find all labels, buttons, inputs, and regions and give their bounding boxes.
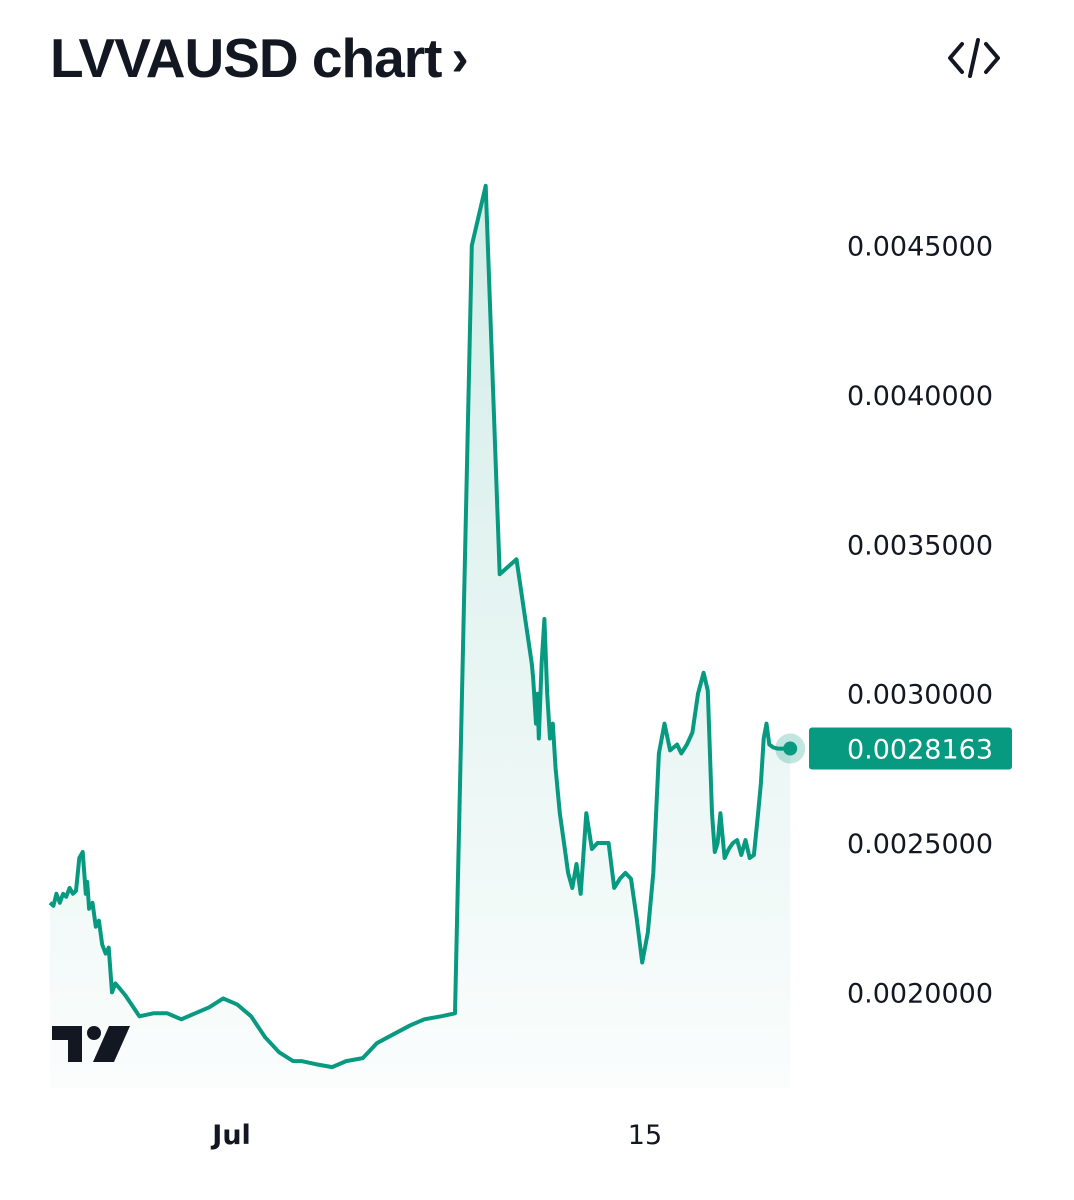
x-axis: Jul 15 [210, 1120, 662, 1151]
tradingview-logo-icon[interactable] [52, 1022, 130, 1064]
chart-header[interactable]: LVVAUSD chart › [50, 26, 469, 90]
y-tick-label: 0.0040000 [847, 381, 993, 412]
price-line-series [48, 183, 791, 1070]
y-tick-label: 0.0035000 [847, 530, 993, 561]
code-embed-icon [948, 38, 1000, 78]
last-price-dot [783, 741, 798, 756]
last-price-label: 0.0028163 [847, 735, 993, 766]
page-title[interactable]: LVVAUSD chart [50, 27, 442, 89]
y-tick-label: 0.0025000 [847, 829, 993, 860]
last-price-badge [809, 727, 1012, 770]
y-axis: 0.0045000 0.0040000 0.0035000 0.0030000 0.00… [847, 232, 993, 1010]
chevron-right-icon[interactable]: › [451, 29, 469, 87]
y-tick-label: 0.0045000 [847, 232, 993, 263]
last-price-marker: 0.0028163 [775, 727, 1012, 770]
y-tick-label: 0.0020000 [847, 978, 993, 1009]
embed-code-button[interactable] [940, 30, 1008, 86]
x-tick-label: Jul [210, 1120, 251, 1151]
x-tick-label: 15 [628, 1120, 662, 1151]
y-tick-label: 0.0030000 [847, 680, 993, 711]
price-area-fill [50, 185, 791, 1089]
